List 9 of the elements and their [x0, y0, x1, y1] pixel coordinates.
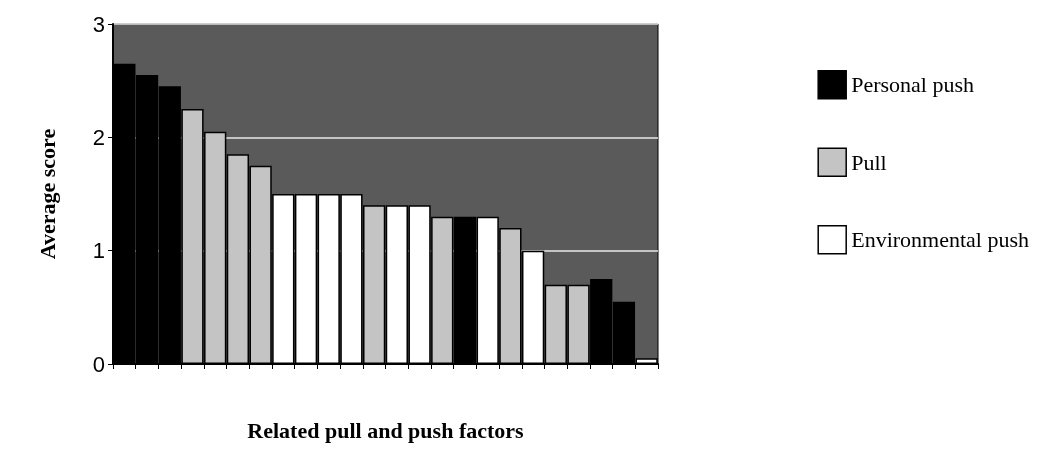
y-tick-label: 1	[92, 238, 105, 264]
y-tick-label: 2	[92, 124, 105, 150]
y-tick-label: 0	[92, 351, 105, 377]
y-axis-title: Average score	[34, 128, 60, 260]
legend-label: Personal push	[851, 72, 975, 98]
legend-label: Environmental push	[851, 227, 1030, 253]
x-axis-title: Related pull and push factors	[247, 417, 525, 443]
y-tick-label: 3	[92, 11, 105, 37]
legend-label: Pull	[851, 149, 887, 175]
